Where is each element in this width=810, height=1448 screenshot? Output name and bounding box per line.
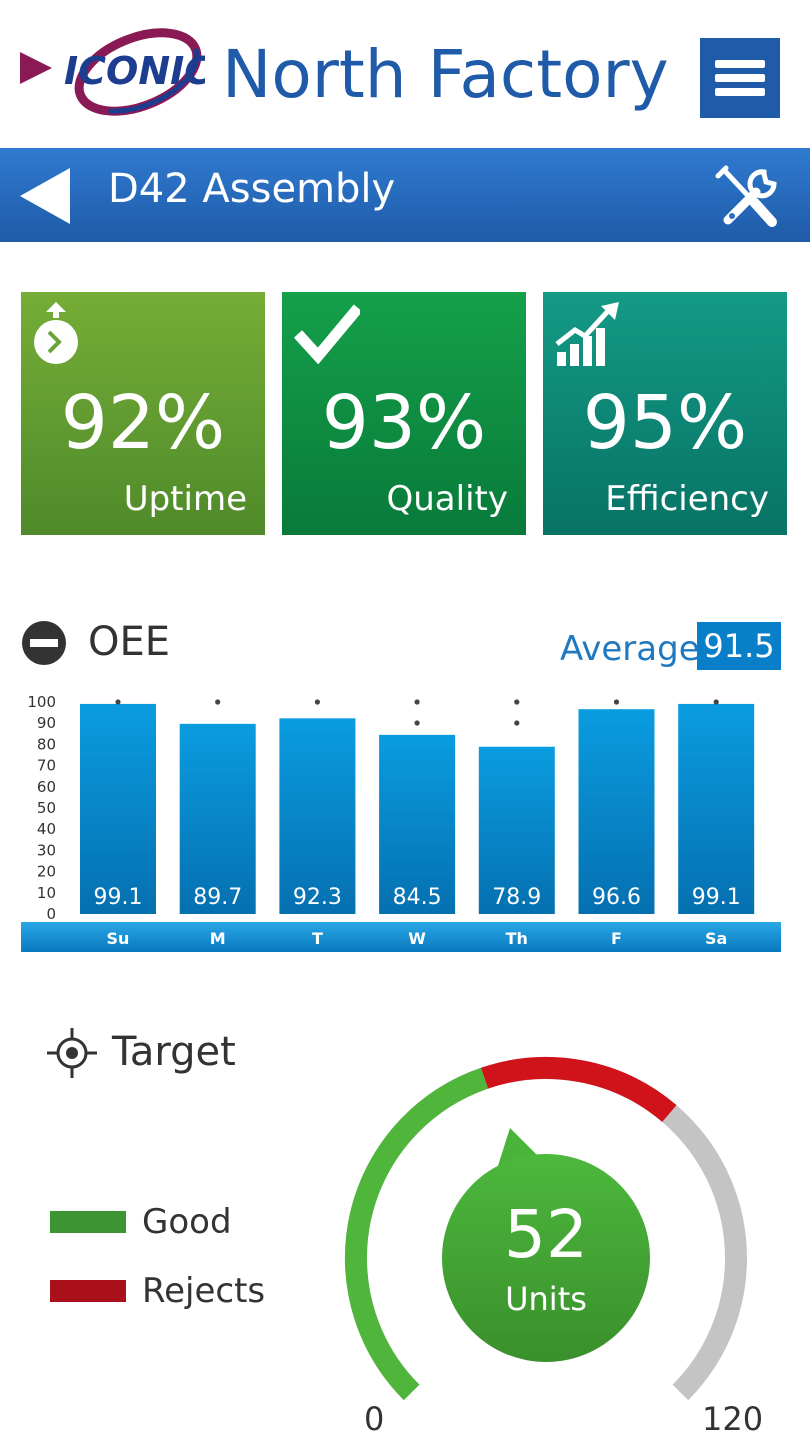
- gauge-max-label: 120: [702, 1400, 764, 1438]
- oee-title: OEE: [88, 619, 171, 665]
- y-tick-label: 60: [37, 778, 56, 796]
- target-dot: [414, 720, 420, 726]
- kpi-tile-quality[interactable]: 93% Quality: [282, 292, 526, 535]
- x-tick-label: Sa: [705, 929, 727, 948]
- y-tick-label: 90: [37, 714, 56, 732]
- y-tick-label: 30: [37, 841, 56, 859]
- bar-value-label: 78.9: [492, 885, 541, 910]
- menu-button[interactable]: [700, 38, 780, 118]
- bar-t[interactable]: [279, 718, 356, 914]
- page-title: D42 Assembly: [108, 166, 396, 212]
- y-tick-label: 50: [37, 799, 56, 817]
- target-title: Target: [112, 1029, 236, 1075]
- tools-icon[interactable]: [712, 162, 784, 234]
- average-label: Average: [560, 629, 700, 669]
- y-tick-label: 20: [37, 863, 56, 881]
- oee-bar-chart: 0 10 20 30 40 50 60 70 80 90 100 99.1 Su 89.7 M 92.3 T 84…: [21, 693, 781, 952]
- kpi-value: 93%: [321, 380, 487, 466]
- x-tick-label: W: [408, 929, 426, 948]
- bar-value-label: 84.5: [393, 885, 442, 910]
- target-dot: [414, 699, 420, 705]
- legend-rejects-swatch: [50, 1280, 126, 1302]
- app-title: North Factory: [222, 36, 669, 113]
- target-dot: [215, 699, 221, 705]
- target-icon: [47, 1028, 97, 1078]
- nav-bar: D42 Assembly: [0, 148, 810, 242]
- bar-value-label: 92.3: [293, 885, 342, 910]
- legend-good-swatch: [50, 1211, 126, 1233]
- target-gauge: [344, 1056, 747, 1401]
- trending-up-icon: [555, 302, 619, 366]
- target-dot: [613, 699, 620, 705]
- y-tick-label: 40: [37, 820, 56, 838]
- gauge-unit: Units: [505, 1280, 587, 1318]
- iconics-logo: ICONICS: [20, 28, 205, 116]
- bar-value-label: 99.1: [692, 885, 741, 910]
- checkmark-icon: [294, 304, 360, 365]
- gauge-value: 52: [504, 1196, 588, 1273]
- y-tick-label: 0: [46, 905, 56, 923]
- bar-value-label: 96.6: [592, 885, 641, 910]
- kpi-value: 95%: [582, 380, 748, 466]
- legend-rejects-label: Rejects: [142, 1271, 266, 1311]
- gauge-knob: [442, 1154, 650, 1362]
- average-value-badge: 91.5: [697, 622, 781, 670]
- y-tick-label: 10: [37, 884, 56, 902]
- y-tick-label: 70: [37, 757, 56, 775]
- gauge-good-arc: [344, 1067, 489, 1401]
- kpi-value: 92%: [60, 380, 226, 466]
- y-tick-label: 100: [27, 693, 56, 711]
- target-dot: [713, 699, 719, 705]
- x-axis-strip: [21, 922, 781, 952]
- x-tick-label: Su: [107, 929, 130, 948]
- x-tick-label: T: [312, 929, 323, 948]
- kpi-label: Uptime: [123, 479, 247, 519]
- back-arrow-icon[interactable]: [20, 168, 72, 224]
- logo-text: ICONICS: [64, 49, 205, 93]
- stopwatch-icon: [34, 302, 78, 364]
- y-tick-label: 80: [37, 735, 56, 753]
- legend-good-label: Good: [142, 1202, 232, 1242]
- bar-f[interactable]: [578, 709, 655, 914]
- kpi-label: Efficiency: [605, 479, 769, 519]
- target-dot: [514, 699, 520, 705]
- bar-m[interactable]: [179, 723, 256, 914]
- app-header: ICONICS North Factory: [0, 0, 810, 148]
- kpi-label: Quality: [386, 479, 509, 519]
- x-tick-label: M: [210, 929, 226, 948]
- bar-su[interactable]: [80, 703, 156, 914]
- kpi-tile-efficiency[interactable]: 95% Efficiency: [543, 292, 787, 535]
- bar-value-label: 99.1: [94, 885, 143, 910]
- bar-sa[interactable]: [678, 703, 755, 914]
- bar-th[interactable]: [478, 746, 555, 914]
- collapse-icon[interactable]: [21, 620, 67, 666]
- target-dot: [514, 720, 520, 726]
- target-dot: [115, 699, 121, 705]
- bar-value-label: 89.7: [193, 885, 242, 910]
- bar-w[interactable]: [379, 734, 456, 914]
- gauge-rejects-arc: [480, 1056, 677, 1122]
- gauge-min-label: 0: [364, 1400, 385, 1438]
- x-tick-label: F: [611, 929, 622, 948]
- kpi-tile-uptime[interactable]: 92% Uptime: [21, 292, 265, 535]
- target-dot: [314, 699, 320, 705]
- x-tick-label: Th: [506, 929, 528, 948]
